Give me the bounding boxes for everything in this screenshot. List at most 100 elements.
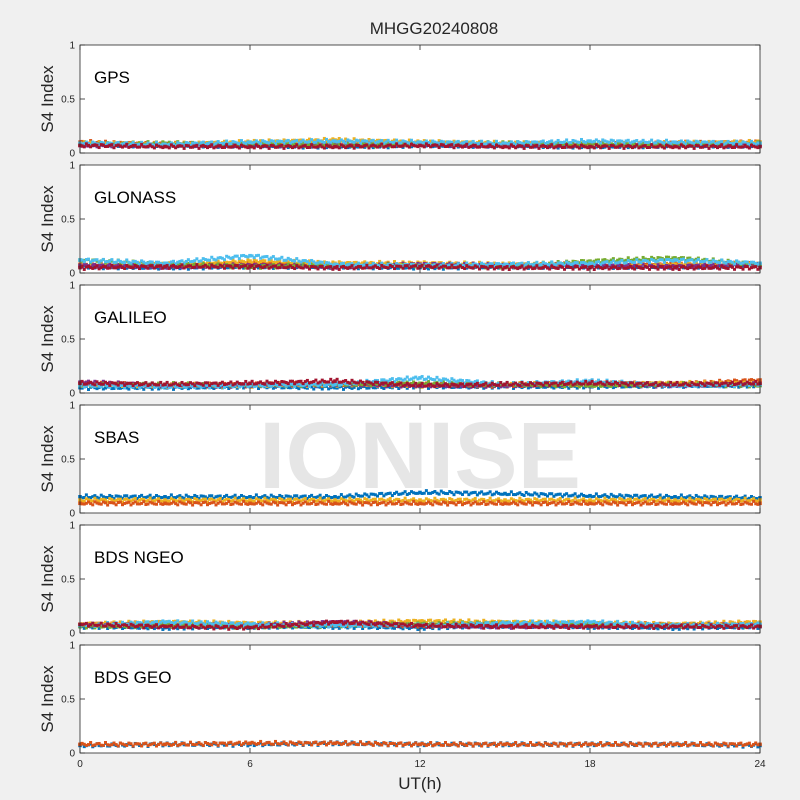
data-point — [577, 144, 581, 148]
data-point — [335, 142, 339, 146]
data-point — [609, 261, 613, 265]
data-point — [329, 140, 333, 144]
data-point — [93, 263, 97, 267]
data-point — [257, 140, 260, 144]
data-point — [225, 264, 229, 268]
data-point — [144, 265, 148, 269]
data-point — [433, 265, 437, 269]
data-point — [590, 263, 594, 267]
data-point — [488, 144, 492, 148]
data-point — [161, 146, 165, 150]
data-point — [694, 259, 698, 263]
data-point — [129, 142, 133, 146]
data-point — [225, 260, 229, 264]
data-point — [541, 261, 545, 265]
data-point — [152, 263, 156, 267]
data-point — [97, 143, 101, 147]
data-point — [501, 141, 505, 145]
data-point — [628, 262, 632, 266]
data-point — [635, 139, 639, 143]
data-point — [378, 142, 382, 146]
data-point — [280, 143, 284, 147]
data-point — [546, 140, 549, 144]
data-point — [356, 265, 360, 269]
data-point — [533, 140, 537, 144]
data-point — [101, 257, 105, 261]
data-point — [418, 143, 422, 148]
data-point — [580, 259, 583, 263]
data-point — [611, 257, 615, 261]
data-point — [271, 139, 275, 143]
data-point — [569, 143, 573, 147]
data-point — [367, 144, 371, 148]
data-point — [346, 144, 350, 148]
data-point — [284, 258, 288, 262]
data-point — [316, 143, 320, 147]
data-point — [361, 139, 365, 143]
data-point — [603, 139, 607, 143]
data-point — [346, 266, 350, 270]
data-point — [87, 143, 90, 147]
data-point — [112, 140, 116, 144]
data-point — [356, 139, 360, 143]
data-point — [550, 139, 554, 143]
data-point — [178, 144, 182, 148]
data-point — [514, 140, 518, 144]
data-point — [322, 267, 326, 271]
data-point — [418, 264, 422, 269]
data-point — [240, 143, 243, 147]
data-point — [89, 143, 93, 147]
data-point — [135, 143, 139, 147]
data-point — [754, 261, 758, 265]
data-point — [169, 260, 173, 264]
data-point — [365, 261, 369, 265]
data-point — [214, 265, 218, 269]
data-point — [367, 146, 371, 150]
data-point — [352, 140, 356, 144]
data-point — [607, 142, 611, 146]
data-point — [594, 260, 598, 264]
data-point — [492, 142, 496, 146]
data-point — [412, 263, 416, 267]
data-point — [662, 140, 666, 144]
data-point — [308, 267, 311, 271]
data-point — [677, 144, 681, 148]
data-point — [337, 139, 341, 143]
data-point — [242, 264, 246, 268]
data-point — [665, 264, 668, 268]
data-point — [713, 259, 717, 263]
data-point — [89, 266, 93, 270]
data-point — [463, 140, 467, 144]
data-point — [157, 143, 161, 147]
data-point — [403, 264, 407, 268]
data-point — [439, 143, 443, 147]
data-point — [637, 258, 641, 262]
data-point — [116, 143, 120, 147]
data-point — [543, 142, 547, 146]
data-point — [339, 138, 343, 142]
data-point — [641, 144, 645, 148]
data-point — [641, 138, 645, 142]
data-point — [118, 259, 122, 263]
data-point — [252, 258, 256, 262]
data-point — [448, 143, 452, 147]
data-point — [452, 139, 456, 143]
data-point — [393, 267, 396, 271]
data-point — [150, 145, 154, 149]
data-point — [448, 263, 452, 267]
data-point — [331, 267, 335, 271]
data-point — [673, 258, 677, 262]
data-point — [359, 138, 362, 142]
data-point — [465, 144, 469, 148]
data-point — [737, 145, 741, 149]
data-point — [131, 144, 135, 148]
data-point — [252, 265, 256, 269]
data-point — [684, 146, 688, 150]
data-point — [669, 145, 673, 149]
data-point — [429, 145, 433, 149]
data-point — [286, 146, 290, 150]
data-point — [456, 267, 460, 271]
data-point — [703, 265, 707, 269]
data-point — [722, 146, 726, 150]
data-point — [348, 265, 352, 269]
